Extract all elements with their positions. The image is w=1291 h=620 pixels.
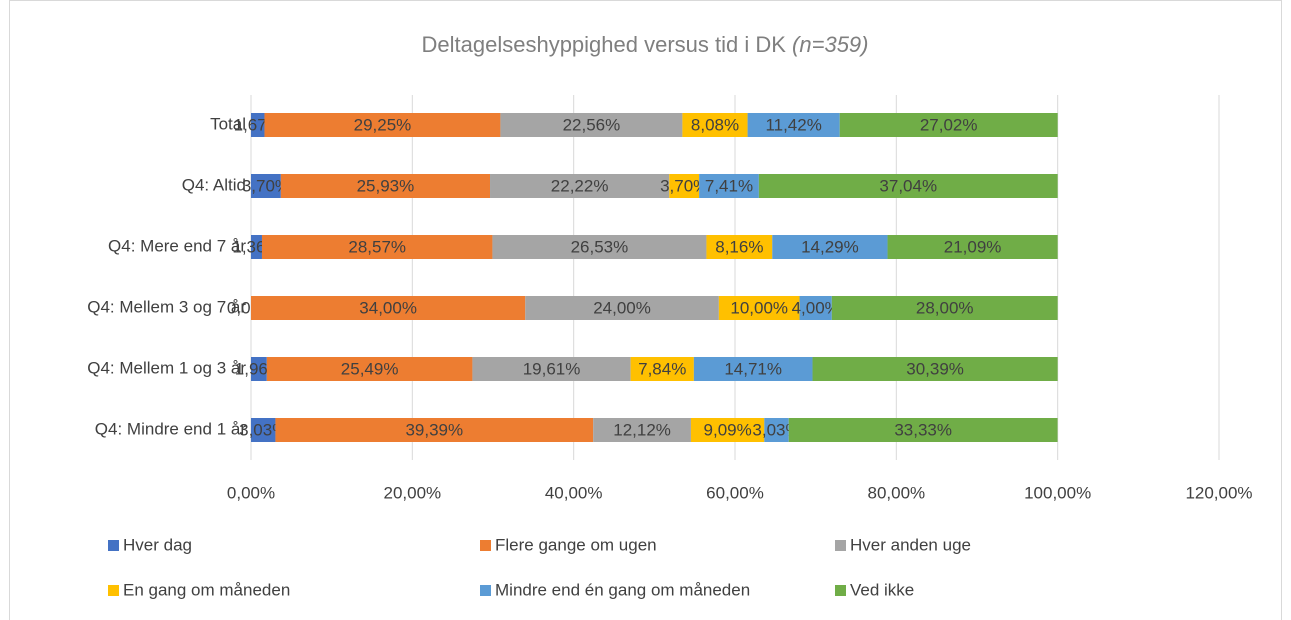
x-tick-label: 60,00%	[706, 483, 764, 502]
bar-segment	[264, 113, 501, 137]
bar-segment	[690, 418, 765, 442]
chart-title: Deltagelseshyppighed versus tid i DK (n=…	[422, 32, 869, 57]
y-tick-label: Q4: Mellem 1 og 3 år	[87, 358, 246, 377]
bar-segment	[839, 113, 1058, 137]
legend-label: En gang om måneden	[123, 580, 290, 599]
bar-segment	[266, 357, 473, 381]
data-label: 10,00%	[730, 298, 788, 317]
bar-segment	[251, 174, 281, 198]
data-label: 3,70%	[242, 176, 290, 195]
data-label: 22,22%	[551, 176, 609, 195]
bar-segment	[251, 296, 526, 320]
x-tick-label: 0,00%	[227, 483, 275, 502]
bar-segment	[682, 113, 748, 137]
data-label: 8,08%	[691, 115, 739, 134]
bar-segment	[706, 235, 773, 259]
bar-segment	[593, 418, 691, 442]
data-label: 12,12%	[613, 420, 671, 439]
bar-segment	[251, 113, 265, 137]
data-label: 9,09%	[704, 420, 752, 439]
data-label: 34,00%	[359, 298, 417, 317]
bar-segment	[251, 357, 267, 381]
bar-segment	[812, 357, 1058, 381]
legend-label: Ved ikke	[850, 580, 914, 599]
data-label: 14,71%	[724, 359, 782, 378]
legend-label: Hver anden uge	[850, 535, 971, 554]
bar-segment	[764, 418, 789, 442]
legend-marker	[480, 540, 491, 551]
data-label: 30,39%	[906, 359, 964, 378]
y-tick-label: Q4: Altid	[182, 175, 246, 194]
title-note: (n=359)	[792, 32, 868, 57]
bar-segment	[251, 235, 262, 259]
bar-segment	[788, 418, 1058, 442]
data-label: 11,42%	[765, 115, 821, 134]
data-label: 39,39%	[405, 420, 463, 439]
bar-segment	[772, 235, 888, 259]
y-tick-label: Total	[210, 114, 246, 133]
legend-marker	[835, 540, 846, 551]
data-label: 25,93%	[357, 176, 415, 195]
bar-segment	[630, 357, 694, 381]
data-label: 26,53%	[571, 237, 629, 256]
bar-segment	[699, 174, 759, 198]
x-tick-label: 120,00%	[1185, 483, 1252, 502]
x-tick-label: 40,00%	[545, 483, 603, 502]
data-label: 7,84%	[638, 359, 686, 378]
bar-segment	[280, 174, 491, 198]
y-tick-label: Q4: Mere end 7 år	[108, 236, 246, 255]
data-label: 3,70%	[660, 176, 708, 195]
data-label: 3,03%	[752, 420, 800, 439]
legend-marker	[835, 585, 846, 596]
data-label: 22,56%	[563, 115, 621, 134]
data-label: 8,16%	[715, 237, 763, 256]
data-label: 27,02%	[920, 115, 978, 134]
bar-segment	[758, 174, 1058, 198]
bar-segment	[525, 296, 719, 320]
title-main: Deltagelseshyppighed versus tid i DK	[422, 32, 787, 57]
data-label: 4,00%	[792, 298, 840, 317]
data-label: 21,09%	[944, 237, 1002, 256]
legend-marker	[108, 585, 119, 596]
bar-segment	[887, 235, 1058, 259]
bar-segment	[669, 174, 700, 198]
y-tick-label: Q4: Mindre end 1 år	[95, 419, 247, 438]
data-label: 25,49%	[341, 359, 399, 378]
bar-segment	[718, 296, 800, 320]
data-label: 33,33%	[894, 420, 952, 439]
data-label: 7,41%	[705, 176, 753, 195]
data-label: 19,61%	[523, 359, 581, 378]
legend-marker	[480, 585, 491, 596]
data-label: 3,03%	[239, 420, 287, 439]
bar-segment	[693, 357, 813, 381]
bar-segment	[275, 418, 594, 442]
data-label: 28,57%	[348, 237, 406, 256]
data-label: 28,00%	[916, 298, 974, 317]
bar-segment	[492, 235, 707, 259]
bar-segment	[799, 296, 832, 320]
bar-segment	[472, 357, 631, 381]
bar-segment	[500, 113, 683, 137]
data-label: 37,04%	[879, 176, 937, 195]
y-tick-label: Q4: Mellem 3 og 7 år	[87, 297, 246, 316]
bar-segment	[251, 418, 276, 442]
data-label: 14,29%	[801, 237, 859, 256]
bar-segment	[490, 174, 670, 198]
legend-label: Mindre end én gang om måneden	[495, 580, 750, 599]
legend-label: Flere gange om ugen	[495, 535, 657, 554]
bar-segment	[747, 113, 840, 137]
bar-segment	[831, 296, 1058, 320]
x-tick-label: 80,00%	[867, 483, 925, 502]
legend-marker	[108, 540, 119, 551]
x-tick-label: 20,00%	[383, 483, 441, 502]
legend-label: Hver dag	[123, 535, 192, 554]
data-label: 24,00%	[593, 298, 651, 317]
x-tick-label: 100,00%	[1024, 483, 1091, 502]
bar-segment	[261, 235, 493, 259]
data-label: 29,25%	[354, 115, 412, 134]
